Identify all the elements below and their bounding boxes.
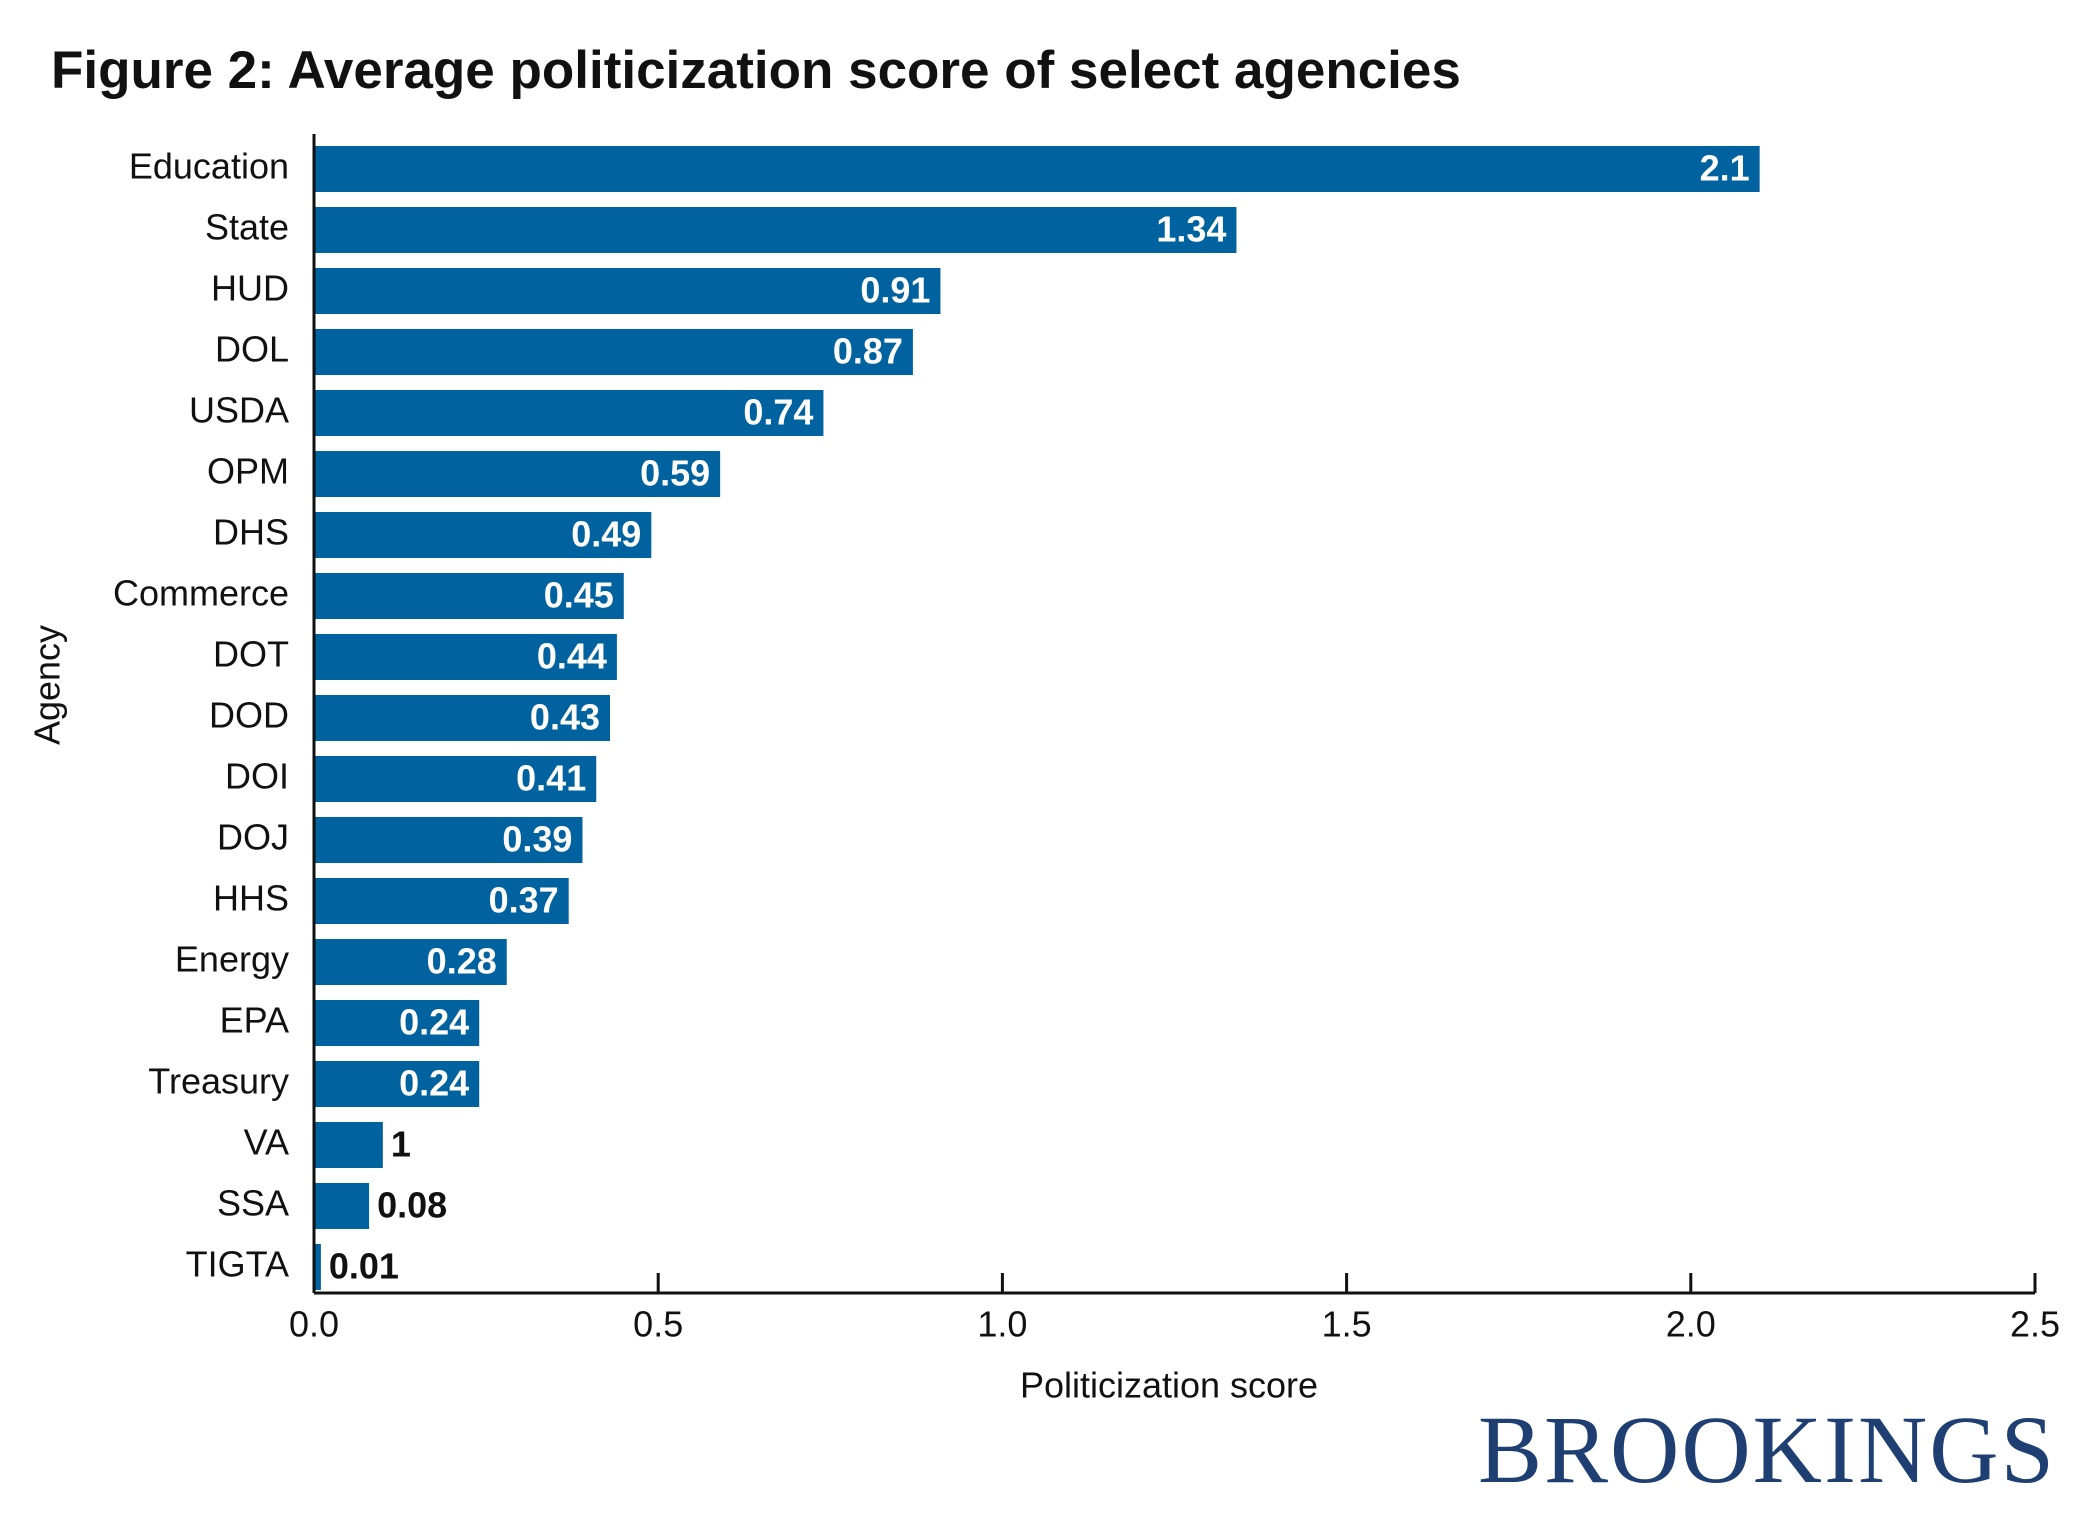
data-label: 0.24 (399, 1002, 469, 1043)
data-label: 0.28 (427, 941, 497, 982)
x-axis-label: Politicization score (1020, 1365, 1318, 1406)
data-label: 0.41 (516, 758, 586, 799)
y-tick-label: SSA (217, 1183, 289, 1224)
bar (314, 939, 507, 985)
bar (314, 573, 624, 619)
data-label: 0.49 (571, 514, 641, 555)
y-tick-label: HUD (211, 268, 289, 309)
y-tick-label: State (205, 207, 289, 248)
data-label: 0.43 (530, 697, 600, 738)
y-tick-label: TIGTA (186, 1244, 289, 1285)
bar (314, 390, 824, 436)
y-tick-label: DOT (213, 634, 289, 675)
data-label: 0.74 (743, 392, 813, 433)
bar (314, 1183, 370, 1229)
y-tick-label: Education (129, 146, 289, 187)
bar (314, 1000, 480, 1046)
data-label: 0.44 (537, 636, 607, 677)
y-tick-label: Energy (175, 939, 289, 980)
data-label: 0.37 (489, 880, 559, 921)
bar (314, 1244, 321, 1290)
bar (314, 756, 597, 802)
bar (314, 207, 1237, 253)
bar (314, 146, 1760, 192)
data-label: 0.45 (544, 575, 614, 616)
bar (314, 451, 721, 497)
y-tick-label: DHS (213, 512, 289, 553)
bar (314, 1122, 383, 1168)
y-tick-label: OPM (207, 451, 289, 492)
data-label: 0.01 (329, 1246, 399, 1287)
data-label: 0.59 (640, 453, 710, 494)
y-tick-label: DOL (215, 329, 289, 370)
x-tick-label: 1.0 (977, 1304, 1027, 1345)
y-tick-label: VA (244, 1122, 289, 1163)
bar (314, 329, 913, 375)
bar (314, 695, 611, 741)
x-tick-label: 0.0 (289, 1304, 339, 1345)
chart-title: Figure 2: Average politicization score o… (51, 41, 1461, 100)
y-tick-label: EPA (220, 1000, 289, 1041)
y-tick-label: Treasury (148, 1061, 289, 1102)
bar (314, 268, 941, 314)
data-label: 0.39 (502, 819, 572, 860)
data-label: 0.91 (860, 270, 930, 311)
y-tick-label: HHS (213, 878, 289, 919)
bar (314, 634, 617, 680)
brand-logo: BROOKINGS (1478, 1396, 2056, 1503)
data-label: 1 (391, 1124, 411, 1165)
data-label: 0.08 (377, 1185, 447, 1226)
y-tick-label: DOJ (217, 817, 289, 858)
bar (314, 817, 583, 863)
data-label: 1.34 (1156, 209, 1226, 250)
x-tick-label: 2.0 (1666, 1304, 1716, 1345)
bar (314, 878, 569, 924)
x-tick-label: 2.5 (2010, 1304, 2060, 1345)
y-tick-label: DOD (209, 695, 289, 736)
x-tick-label: 0.5 (633, 1304, 683, 1345)
x-tick-label: 1.5 (1322, 1304, 1372, 1345)
y-axis-label: Agency (27, 625, 68, 745)
y-tick-label: USDA (189, 390, 289, 431)
bar (314, 1061, 480, 1107)
data-label: 0.87 (833, 331, 903, 372)
bar (314, 512, 652, 558)
data-label: 2.1 (1700, 148, 1750, 189)
data-label: 0.24 (399, 1063, 469, 1104)
y-tick-label: Commerce (113, 573, 289, 614)
y-tick-label: DOI (225, 756, 289, 797)
